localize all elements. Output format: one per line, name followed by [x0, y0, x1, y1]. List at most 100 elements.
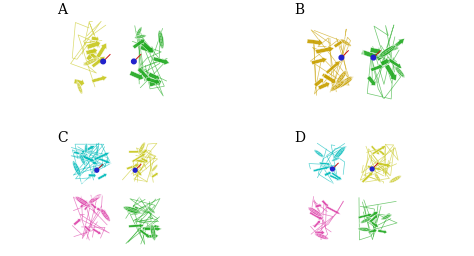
FancyArrow shape	[127, 164, 139, 170]
Circle shape	[101, 59, 105, 64]
Ellipse shape	[360, 218, 371, 223]
FancyArrow shape	[326, 206, 340, 214]
FancyArrow shape	[86, 47, 97, 55]
Ellipse shape	[358, 228, 371, 231]
FancyArrow shape	[142, 225, 160, 230]
FancyArrow shape	[149, 78, 162, 87]
Ellipse shape	[336, 70, 347, 84]
FancyArrow shape	[324, 171, 331, 176]
FancyArrow shape	[96, 43, 107, 59]
Ellipse shape	[79, 154, 85, 165]
FancyArrow shape	[92, 228, 101, 234]
Ellipse shape	[73, 161, 81, 177]
FancyArrow shape	[321, 200, 328, 207]
Ellipse shape	[330, 80, 345, 91]
FancyArrow shape	[129, 150, 145, 154]
FancyArrow shape	[319, 162, 331, 166]
FancyArrow shape	[362, 172, 374, 183]
FancyArrow shape	[318, 81, 330, 90]
FancyArrow shape	[141, 157, 148, 163]
FancyArrow shape	[367, 165, 382, 171]
FancyArrow shape	[145, 227, 162, 231]
FancyArrow shape	[89, 201, 97, 209]
FancyArrow shape	[311, 57, 327, 65]
FancyArrow shape	[94, 153, 109, 161]
FancyArrow shape	[315, 203, 322, 208]
Text: A: A	[57, 3, 67, 17]
FancyArrow shape	[367, 76, 376, 86]
Ellipse shape	[88, 194, 101, 204]
Ellipse shape	[77, 82, 82, 94]
FancyArrow shape	[384, 64, 397, 81]
FancyArrow shape	[322, 73, 330, 80]
Ellipse shape	[138, 142, 145, 154]
Text: C: C	[57, 131, 68, 145]
Circle shape	[95, 168, 99, 172]
FancyArrow shape	[376, 49, 392, 61]
Ellipse shape	[340, 39, 351, 46]
Ellipse shape	[83, 58, 98, 66]
FancyArrow shape	[140, 40, 154, 53]
FancyArrow shape	[368, 228, 377, 233]
Ellipse shape	[135, 35, 146, 39]
FancyArrow shape	[361, 50, 380, 60]
FancyArrow shape	[89, 173, 96, 178]
FancyArrow shape	[137, 68, 151, 82]
Ellipse shape	[314, 150, 324, 157]
Ellipse shape	[386, 47, 399, 51]
FancyArrow shape	[380, 58, 389, 66]
FancyArrow shape	[91, 36, 99, 42]
FancyArrow shape	[98, 173, 107, 180]
FancyArrow shape	[378, 229, 387, 234]
FancyArrow shape	[91, 57, 105, 68]
Circle shape	[370, 167, 374, 171]
FancyArrow shape	[313, 166, 330, 172]
FancyArrow shape	[327, 165, 336, 171]
FancyArrow shape	[307, 39, 323, 46]
FancyArrow shape	[97, 207, 107, 214]
Ellipse shape	[381, 214, 392, 220]
Ellipse shape	[151, 165, 158, 172]
FancyArrow shape	[132, 153, 146, 163]
FancyArrow shape	[146, 77, 160, 85]
FancyArrow shape	[326, 61, 340, 74]
Ellipse shape	[374, 173, 381, 183]
FancyArrow shape	[84, 203, 91, 210]
FancyArrow shape	[84, 225, 91, 232]
Ellipse shape	[158, 30, 164, 49]
FancyArrow shape	[129, 223, 144, 228]
FancyArrow shape	[366, 211, 378, 220]
FancyArrow shape	[147, 233, 158, 239]
Text: D: D	[294, 131, 305, 145]
FancyArrow shape	[87, 40, 100, 49]
Ellipse shape	[333, 146, 346, 160]
FancyArrow shape	[135, 159, 149, 164]
Ellipse shape	[123, 206, 141, 214]
FancyArrow shape	[78, 154, 87, 158]
FancyArrow shape	[329, 175, 340, 180]
FancyArrow shape	[316, 46, 334, 54]
Ellipse shape	[389, 175, 401, 183]
Circle shape	[371, 55, 376, 60]
FancyArrow shape	[73, 219, 81, 226]
FancyArrow shape	[390, 39, 404, 51]
FancyArrow shape	[80, 200, 87, 208]
FancyArrow shape	[388, 58, 401, 68]
FancyArrow shape	[148, 72, 160, 81]
FancyArrow shape	[90, 52, 103, 64]
Circle shape	[330, 167, 334, 171]
FancyArrow shape	[129, 71, 144, 81]
FancyArrow shape	[82, 154, 98, 165]
Ellipse shape	[150, 224, 156, 240]
FancyArrow shape	[132, 165, 142, 176]
FancyArrow shape	[73, 151, 89, 156]
FancyArrow shape	[94, 156, 111, 163]
Ellipse shape	[100, 208, 110, 221]
FancyArrow shape	[139, 229, 150, 237]
FancyArrow shape	[372, 145, 386, 155]
FancyArrow shape	[376, 162, 392, 168]
FancyArrow shape	[91, 76, 107, 83]
Ellipse shape	[84, 143, 88, 154]
FancyArrow shape	[153, 57, 169, 65]
FancyArrow shape	[86, 49, 96, 61]
